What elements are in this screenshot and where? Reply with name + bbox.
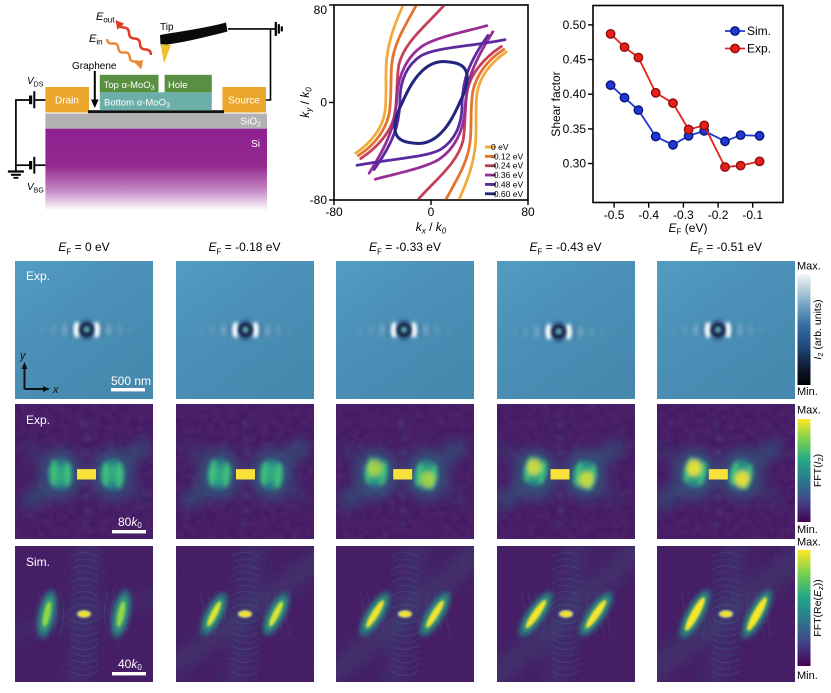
svg-text:-0.1: -0.1: [742, 208, 763, 222]
svg-text:FFT(Re(Ez)): FFT(Re(Ez)): [812, 579, 825, 636]
svg-text:VBG: VBG: [27, 182, 44, 195]
svg-text:0.45: 0.45: [563, 53, 587, 67]
svg-text:Bottom α-MoO3: Bottom α-MoO3: [104, 98, 170, 110]
svg-text:Sim.: Sim.: [26, 555, 50, 569]
svg-text:40k0: 40k0: [118, 657, 142, 672]
svg-text:EF (eV): EF (eV): [669, 221, 708, 237]
svg-text:Min.: Min.: [797, 524, 818, 536]
svg-text:Min.: Min.: [797, 386, 818, 398]
svg-text:Graphene: Graphene: [72, 61, 117, 72]
svg-text:Max.: Max.: [797, 405, 821, 417]
svg-text:-0.24 eV: -0.24 eV: [491, 161, 523, 171]
svg-text:80: 80: [521, 205, 535, 219]
svg-text:Hole: Hole: [168, 80, 188, 91]
svg-text:0.35: 0.35: [563, 122, 587, 136]
svg-text:0.50: 0.50: [563, 18, 587, 32]
svg-text:Exp.: Exp.: [747, 42, 771, 56]
svg-text:y: y: [19, 350, 27, 362]
svg-text:-0.12 eV: -0.12 eV: [491, 151, 523, 161]
svg-text:-0.36 eV: -0.36 eV: [491, 170, 523, 180]
svg-text:-80: -80: [325, 205, 343, 219]
svg-text:VDS: VDS: [27, 76, 44, 89]
svg-text:-80: -80: [310, 193, 328, 207]
svg-text:ky / k0: ky / k0: [298, 87, 314, 118]
svg-text:80: 80: [314, 3, 328, 17]
svg-text:0.30: 0.30: [563, 157, 587, 171]
svg-text:Ein: Ein: [89, 33, 103, 47]
svg-text:Top α-MoO3: Top α-MoO3: [104, 80, 155, 92]
svg-text:80k0: 80k0: [118, 515, 142, 530]
svg-text:500 nm: 500 nm: [111, 374, 151, 388]
svg-text:Shear factor: Shear factor: [549, 71, 563, 136]
svg-text:Tip: Tip: [160, 22, 174, 33]
svg-text:-0.5: -0.5: [604, 208, 625, 222]
svg-text:Eout: Eout: [96, 11, 115, 25]
svg-text:kx / k0: kx / k0: [416, 220, 447, 236]
svg-text:Sim.: Sim.: [747, 24, 771, 38]
svg-text:-0.4: -0.4: [638, 208, 659, 222]
svg-text:x: x: [52, 384, 59, 396]
svg-text:0: 0: [428, 205, 435, 219]
svg-text:-0.2: -0.2: [708, 208, 729, 222]
svg-text:Source: Source: [228, 96, 260, 107]
svg-text:FFT(I2): FFT(I2): [812, 454, 825, 487]
svg-text:Exp.: Exp.: [26, 269, 50, 283]
svg-text:Si: Si: [251, 139, 260, 150]
svg-text:-0.48 eV: -0.48 eV: [491, 179, 523, 189]
svg-text:Exp.: Exp.: [26, 413, 50, 427]
svg-text:Max.: Max.: [797, 261, 821, 273]
svg-text:Drain: Drain: [55, 96, 79, 107]
svg-text:Max.: Max.: [797, 537, 821, 549]
svg-text:0.40: 0.40: [563, 87, 587, 101]
svg-text:-0.60 eV: -0.60 eV: [491, 189, 523, 199]
svg-text:SiO2: SiO2: [240, 117, 261, 129]
svg-text:0 eV: 0 eV: [491, 142, 509, 152]
svg-text:0: 0: [320, 96, 327, 110]
svg-text:I2 (arb. units): I2 (arb. units): [812, 299, 825, 359]
svg-text:Min.: Min.: [797, 670, 818, 682]
svg-text:-0.3: -0.3: [673, 208, 694, 222]
